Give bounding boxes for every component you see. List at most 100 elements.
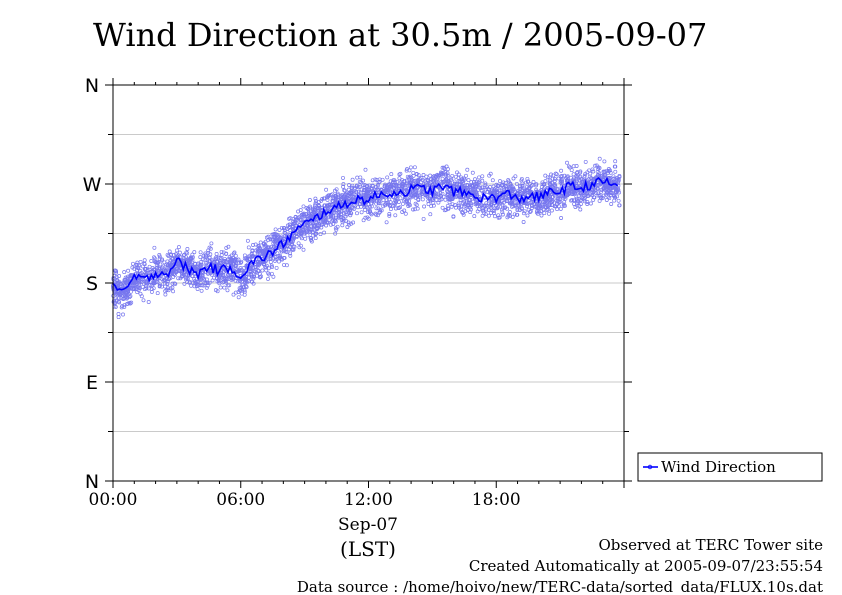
scatter-point [547,211,551,216]
scatter-point [510,199,515,203]
scatter-point [597,166,602,170]
scatter-point [555,207,560,212]
scatter-point [480,208,485,213]
scatter-point [550,189,555,194]
scatter-point [354,184,359,189]
scatter-point [329,219,334,224]
scatter-point [534,182,539,187]
scatter-point [199,288,204,293]
scatter-point [393,183,398,188]
scatter-point [513,201,517,206]
scatter-point [464,186,469,190]
scatter-point [437,198,442,203]
scatter-point [387,213,392,218]
scatter-point [284,263,289,268]
scatter-point [311,223,316,228]
scatter-point [594,163,599,168]
scatter-point [151,269,156,274]
scatter-point [380,195,385,200]
scatter-point [141,298,146,303]
scatter-point [355,175,360,180]
scatter-point [155,291,160,296]
scatter-point [365,183,370,188]
scatter-point [434,192,439,197]
scatter-point [157,282,162,287]
scatter-point [270,232,275,237]
scatter-point [414,172,419,177]
scatter-point [597,198,602,203]
scatter-point [413,201,418,206]
scatter-point [320,197,325,201]
scatter-point [349,185,354,190]
scatter-point [185,277,190,281]
scatter-point [264,235,269,240]
scatter-point [558,174,563,179]
scatter-point [204,263,209,268]
scatter-point [333,188,337,193]
scatter-point [480,178,485,183]
scatter-point [312,205,317,210]
scatter-point [552,177,557,182]
scatter-point [299,213,304,218]
scatter-point [446,206,451,211]
scatter-point [255,249,260,254]
scatter-point [368,209,373,213]
scatter-point [170,285,175,290]
scatter-point [461,212,466,217]
x-tick-label: 06:00 [216,490,265,510]
scatter-point [562,200,567,205]
scatter-point [225,288,230,293]
scatter-point [177,250,182,255]
scatter-point [500,195,505,199]
scatter-point [251,243,255,247]
scatter-point [343,188,347,193]
scatter-point [607,190,612,195]
scatter-point [198,255,203,260]
scatter-point [565,178,569,183]
scatter-point [597,171,602,176]
scatter-point [327,203,332,208]
scatter-point [400,201,405,206]
scatter-point [190,252,195,257]
scatter-point [266,271,271,276]
scatter-point [282,255,287,260]
scatter-point [451,183,456,188]
scatter-point [490,178,495,183]
scatter-point [612,198,617,203]
scatter-point [137,263,141,268]
scatter-point [214,257,219,262]
scatter-point [411,173,416,178]
scatter-point [459,175,464,180]
scatter-point [151,267,156,272]
scatter-point [172,281,177,286]
scatter-point [595,186,600,191]
scatter-point [585,202,590,206]
scatter-point [157,256,162,261]
scatter-point [432,174,437,178]
scatter-point [331,215,336,220]
scatter-point [230,262,235,267]
scatter-point [528,209,533,214]
scatter-point [475,209,480,214]
scatter-point [416,173,421,178]
scatter-point [324,216,329,221]
scatter-point [570,187,574,192]
scatter-point [483,181,488,186]
scatter-point [286,247,291,252]
scatter-point [468,207,473,212]
scatter-point [393,196,398,201]
scatter-point [361,183,366,188]
scatter-point [501,200,506,205]
scatter-point [518,184,523,188]
scatter-point [555,187,560,192]
y-tick-label: W [83,174,102,196]
scatter-point [308,204,312,209]
scatter-point [504,195,509,200]
scatter-point [315,226,320,231]
scatter-point [428,173,433,178]
scatter-point [346,187,351,192]
scatter-point [545,205,550,210]
scatter-point [173,281,178,286]
scatter-point [217,273,222,278]
scatter-point [269,263,274,268]
